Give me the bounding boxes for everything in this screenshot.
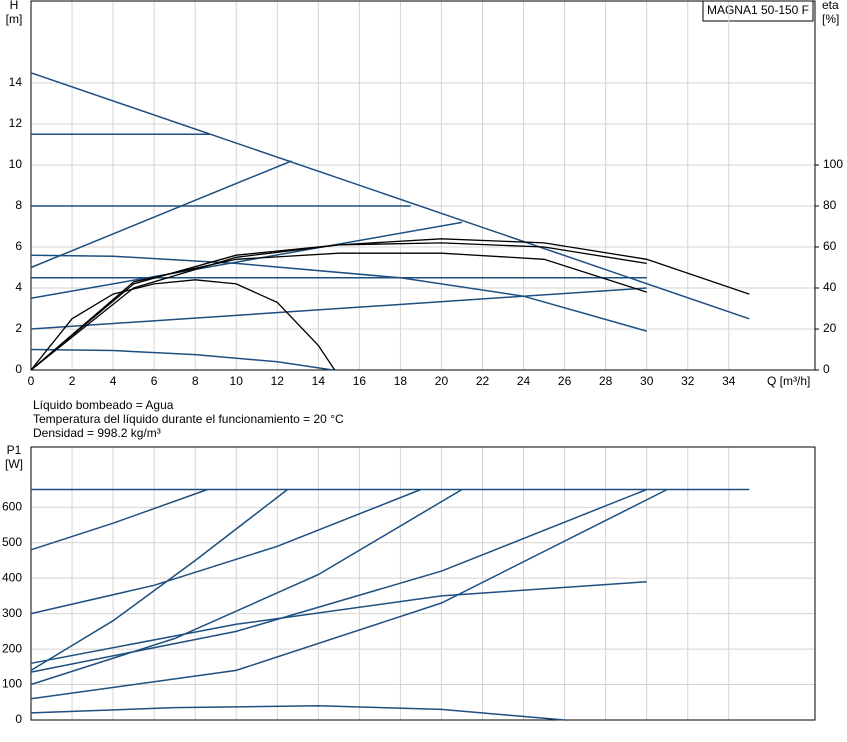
curve <box>30 488 668 700</box>
y-tick-label: 6 <box>15 239 22 253</box>
y2-tick-label: 100 <box>823 157 843 171</box>
x-tick-label: 14 <box>312 374 326 388</box>
x-tick-label: 18 <box>394 374 408 388</box>
x-label: Q [m³/h] <box>767 374 810 388</box>
x-tick-label: 10 <box>230 374 244 388</box>
plot-frame <box>30 0 816 371</box>
y-tick-label: 14 <box>9 75 23 89</box>
curve <box>30 488 463 686</box>
y-tick-label: 0 <box>15 362 22 376</box>
x-tick-label: 4 <box>110 374 117 388</box>
y-tick-label: 300 <box>2 606 22 620</box>
note: Temperatura del líquido durante el funci… <box>33 412 344 426</box>
curve <box>30 279 336 371</box>
y2-label: eta <box>822 0 839 12</box>
y-tick-label: 600 <box>2 499 22 513</box>
curve <box>30 254 647 332</box>
curve <box>30 580 647 665</box>
y-tick-label: 4 <box>15 280 22 294</box>
y-tick-label: 0 <box>15 712 22 726</box>
chart-title: MAGNA1 50-150 F <box>707 3 809 17</box>
x-tick-label: 0 <box>28 374 35 388</box>
y-label: H <box>10 0 19 12</box>
x-tick-label: 2 <box>69 374 76 388</box>
x-tick-label: 24 <box>517 374 531 388</box>
curve <box>30 252 647 371</box>
curve <box>30 160 292 269</box>
curve <box>30 287 647 330</box>
x-tick-label: 32 <box>681 374 695 388</box>
x-tick-label: 34 <box>722 374 736 388</box>
y-tick-label: 12 <box>9 116 23 130</box>
x-tick-label: 20 <box>435 374 449 388</box>
y-tick-label: 8 <box>15 198 22 212</box>
curve <box>30 488 647 673</box>
y-tick-label: 400 <box>2 570 22 584</box>
y2-tick-label: 0 <box>823 362 830 376</box>
curve <box>30 348 333 371</box>
y2-unit: [%] <box>822 12 839 26</box>
curve <box>30 221 463 300</box>
y-unit: [W] <box>5 457 23 471</box>
y-tick-label: 2 <box>15 321 22 335</box>
y-unit: [m] <box>6 12 23 26</box>
y2-tick-label: 40 <box>823 280 837 294</box>
x-tick-label: 28 <box>599 374 613 388</box>
y-tick-label: 10 <box>9 157 23 171</box>
plot-frame <box>30 446 816 721</box>
x-tick-label: 8 <box>192 374 199 388</box>
curve <box>30 242 647 371</box>
x-tick-label: 30 <box>640 374 654 388</box>
y2-tick-label: 80 <box>823 198 837 212</box>
curve <box>30 488 208 551</box>
y-label: P1 <box>7 443 22 457</box>
x-tick-label: 12 <box>271 374 285 388</box>
x-tick-label: 6 <box>151 374 158 388</box>
note: Densidad = 998.2 kg/m³ <box>33 426 161 440</box>
y2-tick-label: 60 <box>823 239 837 253</box>
curve <box>30 488 288 672</box>
note: Líquido bombeado = Agua <box>33 398 174 412</box>
y-tick-label: 100 <box>2 677 22 691</box>
x-tick-label: 26 <box>558 374 572 388</box>
curve <box>30 238 750 371</box>
y2-tick-label: 20 <box>823 321 837 335</box>
x-tick-label: 16 <box>353 374 367 388</box>
y-tick-label: 500 <box>2 535 22 549</box>
y-tick-label: 200 <box>2 641 22 655</box>
curve <box>30 488 422 615</box>
curve <box>30 705 565 721</box>
x-tick-label: 22 <box>476 374 490 388</box>
